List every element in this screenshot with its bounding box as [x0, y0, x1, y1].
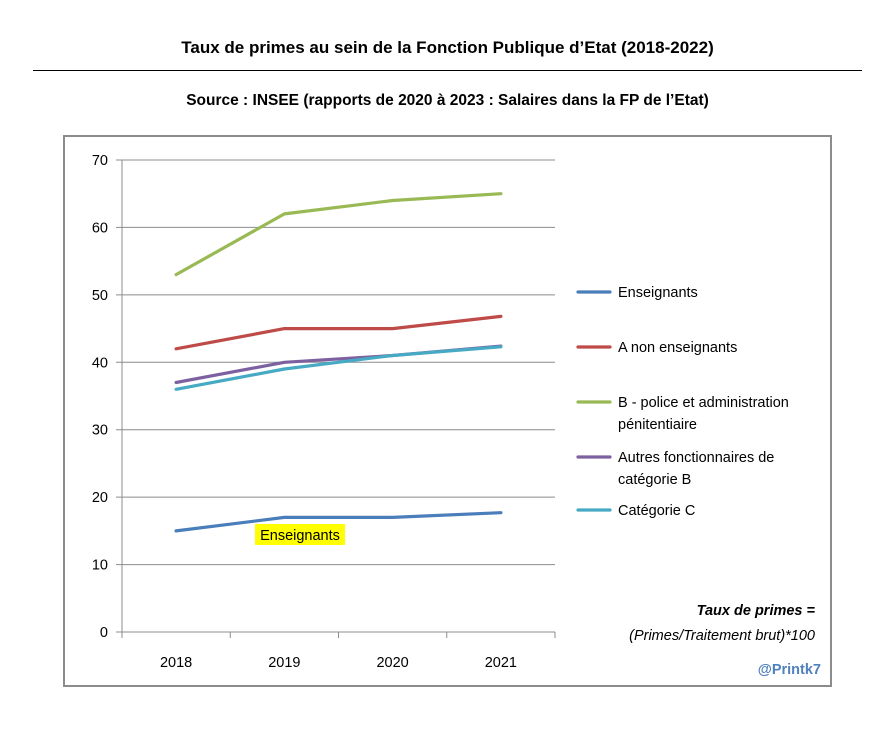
legend-label-3: pénitentiaire: [618, 417, 697, 433]
title-divider: [33, 70, 862, 71]
highlight-box: [255, 524, 345, 545]
legend-label-4: Autres fonctionnaires de: [618, 450, 774, 466]
legend-label-4: catégorie B: [618, 472, 691, 488]
x-tick-label-2021: 2021: [485, 655, 517, 671]
legend-label-5: Catégorie C: [618, 503, 695, 519]
x-tick-label-2020: 2020: [376, 655, 408, 671]
page-title: Taux de primes au sein de la Fonction Pu…: [181, 38, 714, 57]
formula-line-2: (Primes/Traitement brut)*100: [629, 628, 815, 644]
credit-label: @Printk7: [758, 662, 821, 678]
x-tick-label-2019: 2019: [268, 655, 300, 671]
legend-label-2: A non enseignants: [618, 340, 737, 356]
y-tick-label-0: 0: [100, 625, 108, 641]
series-line-5: [174, 345, 503, 391]
series-line-2: [174, 314, 503, 351]
legend-label-3: B - police et administration: [618, 395, 789, 411]
x-tick-label-2018: 2018: [160, 655, 192, 671]
y-tick-label-50: 50: [92, 288, 108, 304]
y-tick-label-10: 10: [92, 558, 108, 574]
y-tick-label-30: 30: [92, 423, 108, 439]
page-subtitle: Source : INSEE (rapports de 2020 à 2023 …: [186, 92, 709, 109]
y-tick-label-60: 60: [92, 220, 108, 236]
y-tick-label-70: 70: [92, 153, 108, 169]
highlight-label: Enseignants: [260, 528, 340, 544]
y-tick-label-20: 20: [92, 490, 108, 506]
series-line-1: [174, 511, 503, 533]
formula-line-1: Taux de primes =: [697, 603, 816, 619]
legend-label-1: Enseignants: [618, 285, 698, 301]
y-tick-label-40: 40: [92, 355, 108, 371]
series-line-3: [174, 192, 503, 277]
